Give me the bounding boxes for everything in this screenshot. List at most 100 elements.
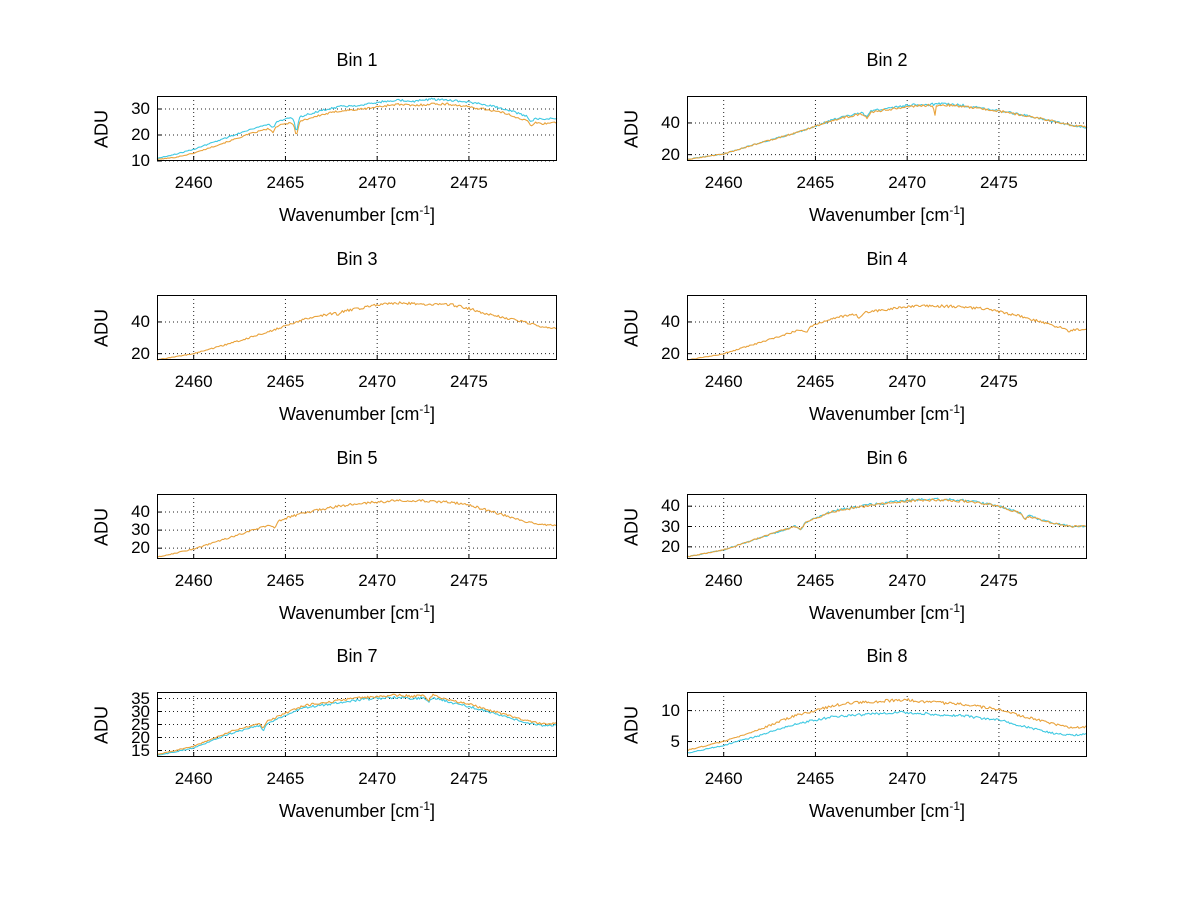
x-tick-label: 2470	[888, 372, 927, 391]
subplot-bin-8: Bin 8 ADU Wavenumber [cm-1] 5 10 2460 2465 2…	[622, 646, 1088, 821]
x-tick-label: 2465	[796, 173, 835, 192]
x-tick-label: 2475	[450, 769, 488, 788]
x-tick-label: 2460	[704, 571, 743, 590]
x-axis-label: Wavenumber [cm-1]	[157, 799, 557, 824]
subplot-title: Bin 5	[336, 448, 378, 468]
subplot-title: Bin 7	[336, 646, 378, 666]
plot-area	[156, 692, 558, 757]
subplot-bin-7: Bin 7 ADU Wavenumber [cm-1] 15 20 25 30 35 24…	[92, 646, 558, 821]
x-axis-label-suffix: ]	[960, 205, 966, 225]
y-tick-label: 20	[131, 727, 150, 747]
x-axis-label: Wavenumber [cm-1]	[687, 601, 1087, 626]
x-axis-label-superscript: -1	[949, 402, 961, 416]
x-axis-label: Wavenumber [cm-1]	[687, 203, 1087, 228]
series-line-orange	[686, 304, 1088, 361]
axes-box	[687, 692, 1087, 757]
x-axis-label-text: Wavenumber [cm	[278, 603, 420, 623]
subplot-bin-4: Bin 4 ADU Wavenumber [cm-1] 20 40 2460 2465…	[622, 249, 1088, 424]
x-axis-label-superscript: -1	[419, 402, 431, 416]
x-axis-label-superscript: -1	[949, 203, 961, 217]
y-tick-label: 40	[131, 311, 150, 331]
plot-area	[156, 96, 558, 162]
plot-area	[156, 295, 558, 361]
axes-box	[157, 295, 557, 360]
series-line-orange	[156, 301, 558, 361]
y-tick-label: 25	[131, 714, 150, 734]
subplot-bin-5: Bin 5 ADU Wavenumber [cm-1] 20 30 40 2460 24…	[92, 448, 558, 623]
x-tick-label: 2460	[704, 769, 743, 788]
y-tick-label: 20	[131, 538, 150, 558]
subplot-bin-1: Bin 1 ADU Wavenumber [cm-1] 10 20 30 2460 24…	[92, 50, 558, 225]
x-tick-label: 2470	[888, 769, 927, 788]
series-line-cyan	[686, 710, 1088, 754]
subplot-title: Bin 2	[866, 50, 908, 70]
series-line-cyan	[686, 102, 1088, 161]
x-tick-label: 2465	[266, 769, 305, 788]
axes-box	[687, 295, 1087, 360]
plot-area	[686, 494, 1088, 559]
y-tick-label: 20	[131, 343, 150, 363]
y-tick-label: 40	[661, 311, 680, 331]
plot-area	[686, 96, 1088, 161]
subplot-bin-6: Bin 6 ADU Wavenumber [cm-1] 20 30 40 2460 24…	[622, 448, 1088, 623]
x-axis-label-text: Wavenumber [cm	[278, 205, 420, 225]
axes-box	[687, 96, 1087, 161]
plot-area	[156, 494, 558, 559]
x-tick-label: 2460	[174, 571, 213, 590]
y-tick-label: 30	[131, 99, 150, 118]
x-tick-label: 2470	[358, 769, 397, 788]
x-axis-label: Wavenumber [cm-1]	[687, 402, 1087, 427]
x-axis-label-suffix: ]	[430, 801, 436, 821]
x-axis-label-text: Wavenumber [cm	[808, 404, 950, 424]
series-line-cyan	[156, 695, 558, 757]
x-axis-label: Wavenumber [cm-1]	[157, 203, 557, 228]
plot-area	[686, 295, 1088, 361]
x-tick-label: 2465	[266, 173, 305, 192]
x-axis-label: Wavenumber [cm-1]	[687, 799, 1087, 824]
x-tick-label: 2475	[980, 769, 1018, 788]
x-tick-label: 2470	[888, 571, 927, 590]
y-tick-label: 40	[131, 502, 150, 522]
x-tick-label: 2475	[980, 571, 1018, 590]
y-tick-label: 30	[131, 701, 150, 721]
series-line-orange	[686, 698, 1088, 751]
x-tick-label: 2465	[796, 769, 835, 788]
x-axis-label-suffix: ]	[430, 205, 436, 225]
x-tick-label: 2465	[266, 571, 305, 590]
x-tick-label: 2465	[796, 571, 835, 590]
y-tick-label: 20	[661, 536, 680, 556]
x-tick-label: 2470	[358, 173, 397, 192]
subplot-title: Bin 6	[866, 448, 908, 468]
x-tick-label: 2460	[174, 173, 213, 192]
x-tick-label: 2470	[888, 173, 927, 192]
x-tick-label: 2470	[358, 372, 397, 391]
x-axis-label-suffix: ]	[960, 404, 966, 424]
x-axis-label-suffix: ]	[430, 404, 436, 424]
y-tick-label: 40	[661, 112, 680, 132]
x-tick-label: 2465	[796, 372, 835, 391]
x-tick-label: 2465	[266, 372, 305, 391]
x-tick-label: 2475	[450, 372, 488, 391]
y-tick-label: 30	[661, 516, 680, 536]
y-tick-label: 10	[131, 151, 150, 170]
x-axis-label-superscript: -1	[419, 799, 431, 813]
series-line-orange	[686, 103, 1088, 161]
series-line-cyan	[156, 97, 558, 160]
y-tick-label: 35	[131, 688, 150, 708]
x-axis-label-text: Wavenumber [cm	[808, 603, 950, 623]
y-tick-label: 10	[661, 700, 680, 720]
axes-box	[157, 96, 557, 161]
x-axis-label-superscript: -1	[419, 601, 431, 615]
y-tick-label: 30	[131, 520, 150, 540]
y-tick-label: 40	[661, 496, 680, 516]
subplot-title: Bin 8	[866, 646, 908, 666]
x-axis-label-text: Wavenumber [cm	[278, 801, 420, 821]
x-axis-label-suffix: ]	[960, 603, 966, 623]
x-tick-label: 2460	[174, 769, 213, 788]
x-tick-label: 2460	[174, 372, 213, 391]
x-axis-label-text: Wavenumber [cm	[808, 205, 950, 225]
x-axis-label-superscript: -1	[419, 203, 431, 217]
series-line-cyan	[686, 497, 1088, 558]
x-axis-label-suffix: ]	[430, 603, 436, 623]
